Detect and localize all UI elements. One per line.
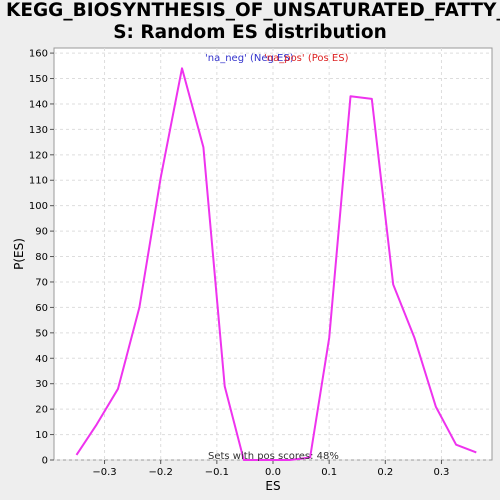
y-tick-label: 30 [35,379,48,390]
x-tick-label: 0.3 [434,467,450,478]
y-tick-label: 110 [29,176,48,187]
legend-pos: 'na_pos' (Pos ES) [264,53,349,64]
annotation-pos-scores: Sets with pos scores: 48% [208,451,339,462]
y-tick-label: 120 [29,150,48,161]
x-tick-label: 0.1 [321,467,337,478]
y-tick-label: 70 [35,277,48,288]
y-tick-label: 60 [35,303,48,314]
y-tick-label: 40 [35,354,48,365]
y-tick-label: 140 [29,99,48,110]
x-tick-label: −0.2 [149,467,173,478]
y-tick-label: 100 [29,201,48,212]
y-tick-label: 20 [35,405,48,416]
y-tick-label: 150 [29,74,48,85]
y-tick-label: 130 [29,125,48,136]
y-tick-label: 0 [42,456,48,467]
x-tick-label: −0.3 [92,467,116,478]
y-axis-label: P(ES) [12,238,26,270]
x-tick-label: 0.0 [265,467,281,478]
x-tick-label: 0.2 [377,467,393,478]
y-tick-label: 90 [35,227,48,238]
y-tick-label: 10 [35,430,48,441]
x-tick-label: −0.1 [205,467,229,478]
x-axis-label: ES [265,479,280,493]
y-tick-label: 50 [35,328,48,339]
y-tick-label: 80 [35,252,48,263]
y-tick-label: 160 [29,49,48,60]
